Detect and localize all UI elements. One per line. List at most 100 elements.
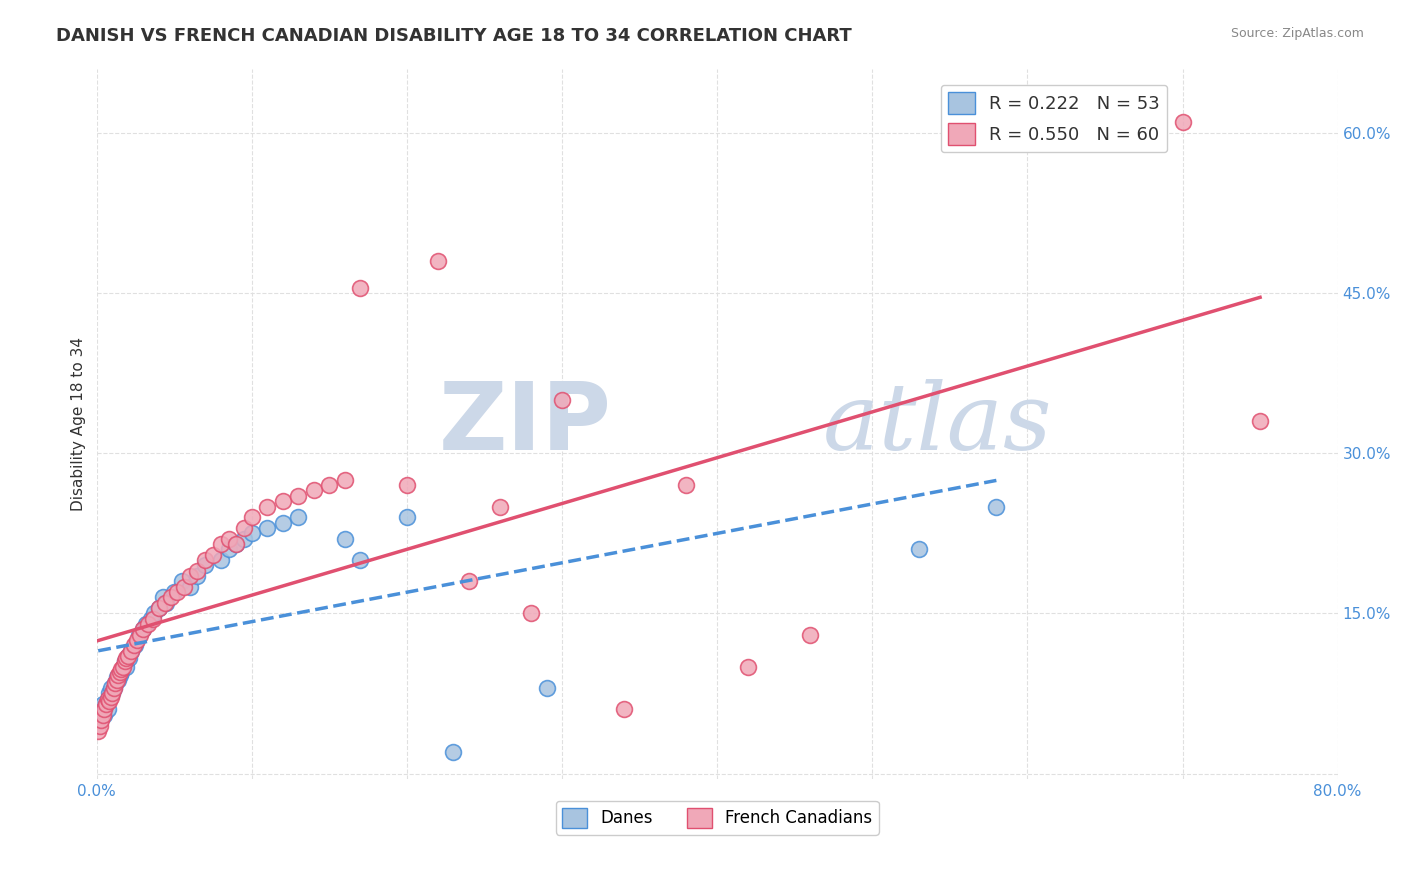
Point bbox=[129, 628, 152, 642]
Point bbox=[105, 670, 128, 684]
Point bbox=[91, 707, 114, 722]
Point bbox=[271, 494, 294, 508]
Point bbox=[163, 585, 186, 599]
Point bbox=[737, 659, 759, 673]
Point bbox=[201, 548, 224, 562]
Point bbox=[136, 617, 159, 632]
Point bbox=[104, 675, 127, 690]
Point bbox=[93, 707, 115, 722]
Point bbox=[117, 649, 139, 664]
Point bbox=[166, 585, 188, 599]
Point bbox=[489, 500, 512, 514]
Point bbox=[218, 542, 240, 557]
Point bbox=[103, 681, 125, 695]
Point bbox=[101, 686, 124, 700]
Point bbox=[186, 564, 208, 578]
Text: DANISH VS FRENCH CANADIAN DISABILITY AGE 18 TO 34 CORRELATION CHART: DANISH VS FRENCH CANADIAN DISABILITY AGE… bbox=[56, 27, 852, 45]
Point bbox=[90, 713, 112, 727]
Point bbox=[209, 553, 232, 567]
Point bbox=[225, 537, 247, 551]
Point bbox=[94, 697, 117, 711]
Point bbox=[318, 478, 340, 492]
Point bbox=[107, 668, 129, 682]
Point bbox=[115, 651, 138, 665]
Point bbox=[125, 633, 148, 648]
Point bbox=[1249, 414, 1271, 428]
Point bbox=[108, 665, 131, 679]
Point bbox=[233, 521, 256, 535]
Point bbox=[256, 500, 278, 514]
Point bbox=[148, 601, 170, 615]
Text: Source: ZipAtlas.com: Source: ZipAtlas.com bbox=[1230, 27, 1364, 40]
Point bbox=[395, 510, 418, 524]
Point bbox=[333, 473, 356, 487]
Point bbox=[458, 574, 481, 589]
Point bbox=[233, 532, 256, 546]
Text: atlas: atlas bbox=[823, 379, 1052, 468]
Point bbox=[395, 478, 418, 492]
Point bbox=[271, 516, 294, 530]
Point bbox=[110, 665, 132, 679]
Point bbox=[1171, 115, 1194, 129]
Point bbox=[349, 280, 371, 294]
Point bbox=[107, 673, 129, 687]
Point bbox=[349, 553, 371, 567]
Point bbox=[209, 537, 232, 551]
Point bbox=[93, 702, 115, 716]
Point bbox=[218, 532, 240, 546]
Point bbox=[100, 690, 122, 704]
Point bbox=[520, 607, 543, 621]
Point bbox=[118, 651, 141, 665]
Point bbox=[98, 686, 121, 700]
Point bbox=[302, 483, 325, 498]
Point bbox=[240, 510, 263, 524]
Point bbox=[117, 649, 139, 664]
Point bbox=[186, 569, 208, 583]
Point bbox=[143, 607, 166, 621]
Point bbox=[179, 580, 201, 594]
Point bbox=[89, 718, 111, 732]
Text: ZIP: ZIP bbox=[439, 377, 612, 470]
Point bbox=[225, 537, 247, 551]
Point bbox=[907, 542, 929, 557]
Point bbox=[132, 623, 155, 637]
Point bbox=[799, 628, 821, 642]
Point bbox=[103, 681, 125, 695]
Point bbox=[153, 596, 176, 610]
Point bbox=[120, 644, 142, 658]
Point bbox=[94, 697, 117, 711]
Point bbox=[90, 702, 112, 716]
Point bbox=[256, 521, 278, 535]
Point bbox=[170, 574, 193, 589]
Point bbox=[287, 510, 309, 524]
Point bbox=[96, 702, 118, 716]
Point bbox=[551, 392, 574, 407]
Point bbox=[120, 644, 142, 658]
Point bbox=[115, 659, 138, 673]
Point bbox=[443, 745, 465, 759]
Point bbox=[194, 553, 217, 567]
Point bbox=[93, 702, 115, 716]
Point bbox=[100, 681, 122, 695]
Point bbox=[173, 580, 195, 594]
Point bbox=[105, 673, 128, 687]
Point bbox=[132, 623, 155, 637]
Point bbox=[536, 681, 558, 695]
Point bbox=[96, 691, 118, 706]
Point bbox=[128, 628, 150, 642]
Point bbox=[148, 601, 170, 615]
Point bbox=[87, 723, 110, 738]
Point bbox=[122, 639, 145, 653]
Y-axis label: Disability Age 18 to 34: Disability Age 18 to 34 bbox=[72, 336, 86, 511]
Point bbox=[152, 591, 174, 605]
Point bbox=[139, 612, 162, 626]
Point bbox=[135, 617, 157, 632]
Legend: Danes, French Canadians: Danes, French Canadians bbox=[555, 801, 879, 835]
Point bbox=[160, 591, 183, 605]
Point bbox=[87, 713, 110, 727]
Point bbox=[112, 659, 135, 673]
Point bbox=[194, 558, 217, 573]
Point bbox=[110, 662, 132, 676]
Point bbox=[986, 500, 1008, 514]
Point bbox=[675, 478, 697, 492]
